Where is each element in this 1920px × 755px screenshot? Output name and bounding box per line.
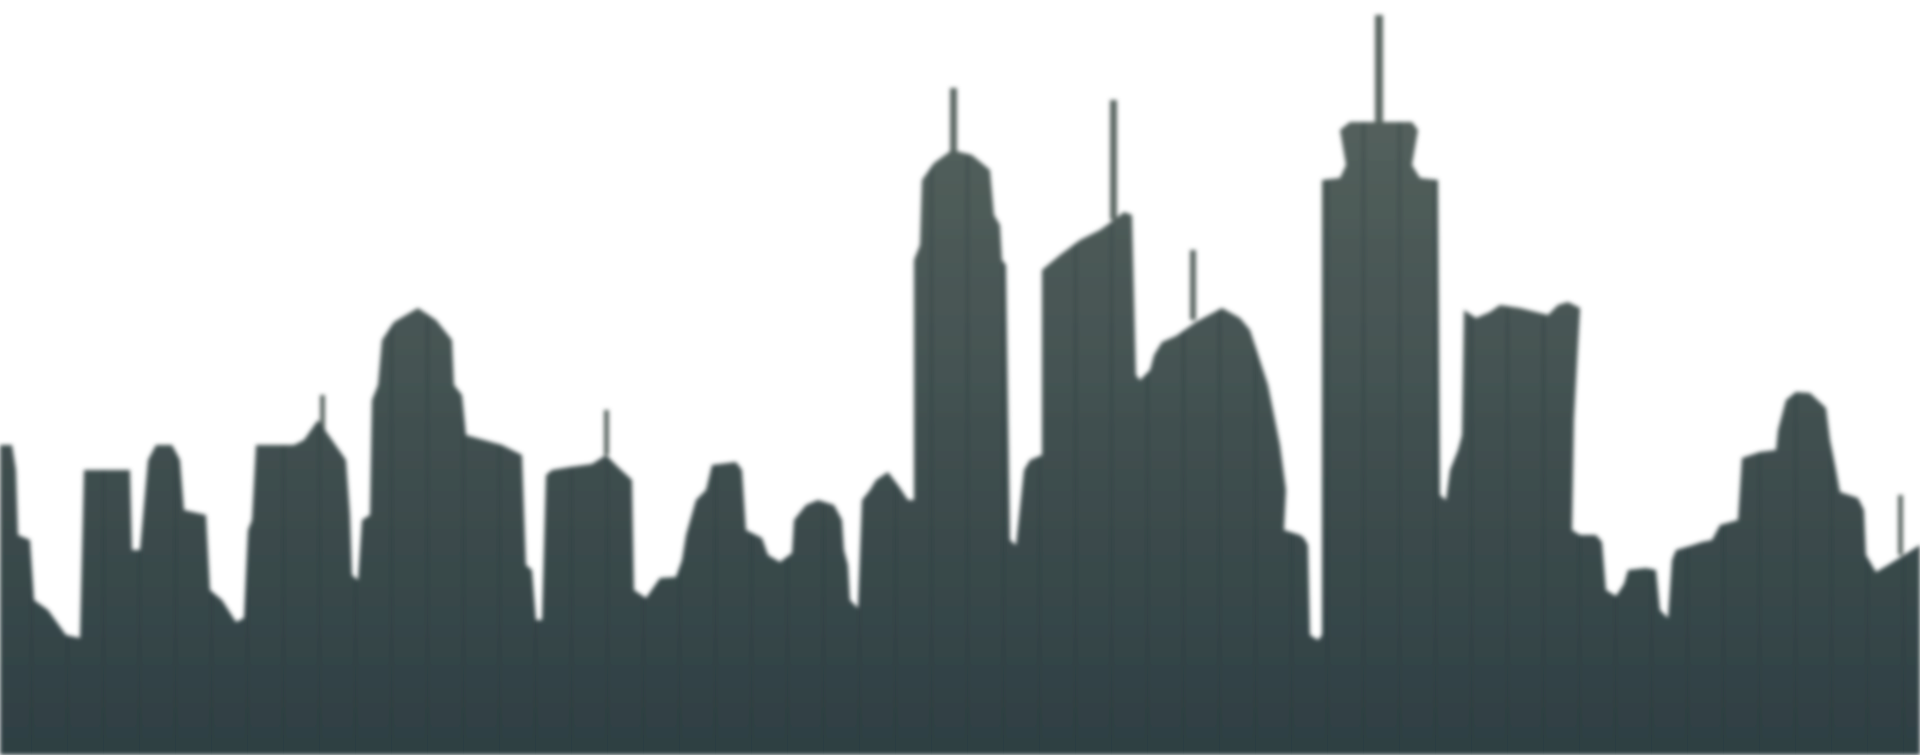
spire-left-tower xyxy=(950,88,957,158)
spire-curved-tower xyxy=(1190,250,1196,320)
skyline-silhouette xyxy=(0,15,1920,755)
building-silhouettes xyxy=(0,122,1920,755)
spire-small-center xyxy=(604,410,609,455)
spire-small-left xyxy=(320,395,325,435)
spire-right-edge xyxy=(1898,495,1903,555)
spire-tallest-tower xyxy=(1375,15,1383,125)
spire-middle-tower xyxy=(1110,100,1117,220)
